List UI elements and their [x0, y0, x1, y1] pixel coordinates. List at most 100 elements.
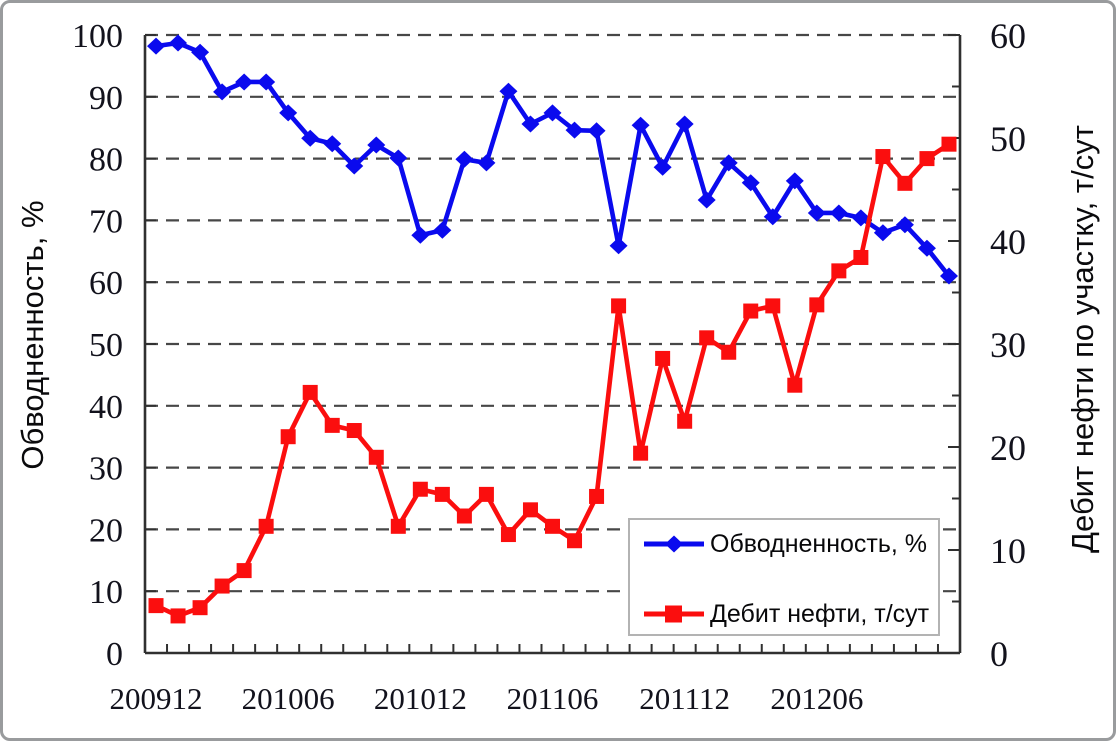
watercut-marker [235, 73, 254, 91]
oil-rate-marker [919, 151, 935, 167]
oil-rate-marker [655, 350, 671, 366]
right-axis-tick-label: 60 [990, 16, 1026, 56]
watercut-marker [851, 209, 870, 227]
left-axis-tick-label: 10 [89, 574, 123, 611]
watercut-marker [719, 154, 738, 172]
left-axis-tick-label: 80 [89, 142, 123, 179]
watercut-marker [345, 157, 364, 175]
watercut-marker [829, 204, 848, 222]
oil-rate-marker [875, 149, 891, 165]
oil-rate-marker [809, 297, 825, 313]
oil-rate-marker [368, 449, 384, 465]
watercut-marker [675, 115, 694, 133]
watercut-marker [631, 116, 650, 134]
watercut-marker [763, 208, 782, 226]
oil-rate-marker [214, 578, 230, 594]
left-axis-title: Обводненность, % [15, 200, 50, 470]
left-axis-tick-label: 60 [89, 265, 123, 302]
x-axis-tick-label: 201206 [770, 681, 863, 716]
watercut-marker [785, 172, 804, 190]
legend-label-watercut: Обводненность, % [710, 529, 928, 558]
watercut-marker [455, 150, 474, 168]
oil-rate-marker [412, 481, 428, 497]
x-axis-tick-label: 201012 [374, 681, 467, 716]
oil-rate-marker [280, 429, 296, 445]
watercut-marker [653, 158, 672, 176]
watercut-marker [697, 191, 716, 209]
oil-rate-marker [611, 298, 627, 314]
x-axis-tick-label: 201006 [242, 681, 335, 716]
legend-entry-oil-rate: Дебит нефти, т/сут [643, 599, 929, 629]
watercut-swatch-diamond [665, 535, 683, 553]
oil-rate-marker [346, 423, 362, 439]
watercut-marker [521, 115, 540, 133]
oil-rate-marker [478, 486, 494, 502]
left-axis-tick-label: 50 [89, 327, 123, 364]
legend-entry-watercut: Обводненность, % [643, 529, 927, 559]
right-axis-tick-label: 20 [990, 428, 1026, 468]
oil-rate-marker [522, 502, 538, 518]
oil-rate-marker [765, 298, 781, 314]
left-axis-tick-label: 40 [89, 389, 123, 426]
oil-rate-marker [170, 608, 186, 624]
watercut-marker [191, 43, 210, 61]
left-axis-tick-label: 70 [89, 203, 123, 240]
oil-rate-marker [258, 518, 274, 534]
watercut-marker [477, 154, 496, 172]
watercut-marker [895, 216, 914, 234]
watercut-marker [389, 149, 408, 167]
watercut-marker [499, 82, 518, 100]
right-axis-title: Дебит нефти по участку, т/сут [1065, 125, 1100, 553]
x-axis-tick-label: 201112 [639, 681, 730, 716]
oil-rate-marker [721, 344, 737, 360]
oil-rate-marker [743, 303, 759, 319]
watercut-marker [609, 237, 628, 255]
oil-rate-marker [567, 533, 583, 549]
watercut-marker [301, 129, 320, 147]
oil-rate-marker [545, 518, 560, 534]
oil-rate-marker [831, 263, 847, 279]
x-axis-tick-label: 200912 [110, 681, 203, 716]
oil-rate-swatch-square [665, 605, 682, 623]
watercut-marker [257, 73, 276, 91]
watercut-marker [543, 104, 562, 122]
watercut-marker [323, 135, 342, 153]
oil-rate-marker [324, 417, 340, 433]
oil-rate-marker [699, 330, 715, 346]
oil-rate-marker [589, 488, 605, 504]
left-axis-tick-label: 100 [72, 18, 123, 55]
right-axis-tick-label: 40 [990, 222, 1026, 262]
right-axis-tick-label: 50 [990, 119, 1026, 159]
watercut-marker [433, 221, 452, 239]
chart-canvas: 0 10 20 30 40 50 60 70 80 90 100 0 10 20 30 40 50 60 20091… [72, 16, 1026, 716]
oil-rate-marker [500, 527, 516, 543]
watercut-marker [939, 267, 958, 285]
right-axis-tick-label: 10 [990, 531, 1026, 571]
oil-rate-marker [302, 384, 318, 400]
oil-rate-legend-marker-icon [644, 605, 704, 623]
oil-rate-marker [677, 413, 693, 429]
watercut-marker [213, 83, 232, 101]
right-axis-tick-label: 0 [990, 634, 1008, 674]
watercut-marker [741, 174, 760, 192]
oil-rate-marker [941, 136, 957, 152]
left-axis-tick-label: 90 [89, 80, 123, 117]
left-axis-tick-label: 30 [89, 451, 123, 488]
watercut-marker [917, 239, 936, 257]
left-axis-tick-label: 0 [106, 636, 123, 673]
oil-rate-marker [897, 175, 913, 191]
oil-rate-marker [236, 563, 252, 579]
watercut-marker [147, 37, 166, 55]
left-axis-tick-label: 20 [89, 512, 123, 549]
watercut-marker [587, 122, 606, 140]
watercut-marker [807, 204, 826, 222]
oil-rate-marker [633, 445, 649, 461]
watercut-marker [565, 121, 584, 139]
legend-label-oil-rate: Дебит нефти, т/сут [710, 599, 930, 628]
watercut-marker [367, 136, 386, 154]
oil-rate-marker [787, 377, 803, 393]
x-axis-tick-label: 201106 [507, 681, 599, 716]
watercut-marker [169, 34, 188, 52]
watercut-marker [279, 104, 298, 122]
